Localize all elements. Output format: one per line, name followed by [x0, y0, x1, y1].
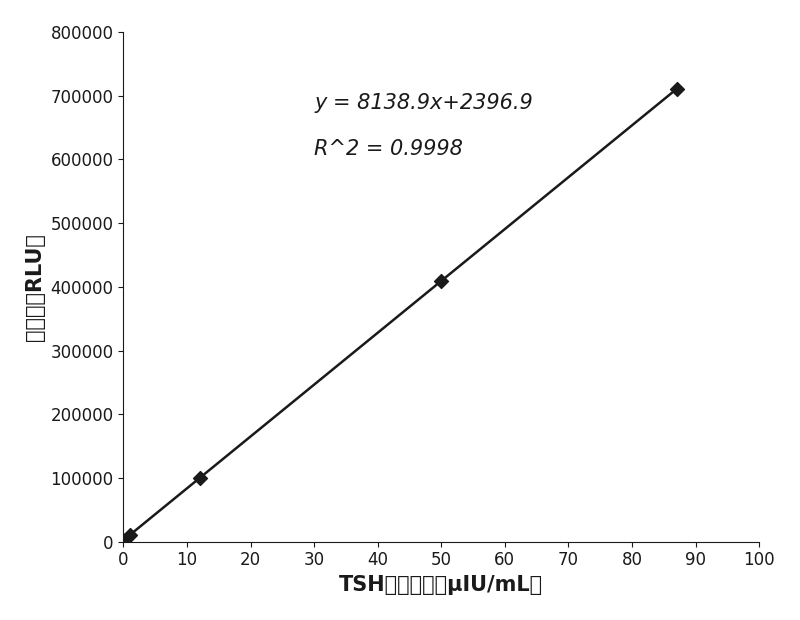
Point	[435, 276, 448, 286]
Point	[194, 473, 206, 483]
Text: R^2 = 0.9998: R^2 = 0.9998	[314, 139, 463, 159]
Point	[117, 535, 130, 545]
X-axis label: TSH抗原浓度（μIU/mL）: TSH抗原浓度（μIU/mL）	[339, 575, 543, 595]
Point	[670, 84, 683, 94]
Y-axis label: 发光値（RLU）: 发光値（RLU）	[25, 233, 45, 341]
Text: y = 8138.9x+2396.9: y = 8138.9x+2396.9	[314, 93, 533, 113]
Point	[123, 530, 136, 540]
